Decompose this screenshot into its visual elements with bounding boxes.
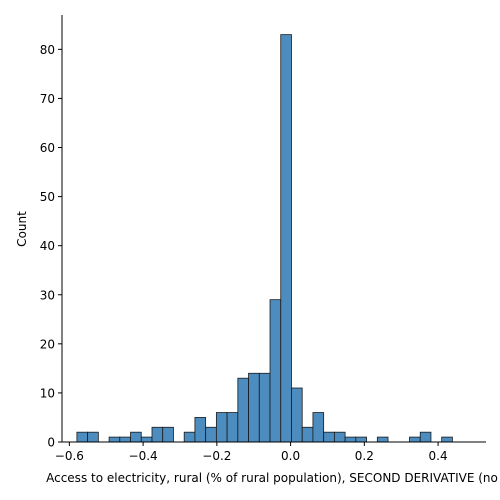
x-tick-label: 0.4 — [429, 449, 448, 463]
histogram-bar — [108, 436, 121, 443]
histogram-bar — [215, 412, 228, 443]
histogram-bar — [355, 436, 367, 443]
y-axis-label: Count — [15, 211, 29, 247]
x-tick-label: −0.4 — [129, 449, 158, 463]
histogram-bar — [333, 431, 346, 443]
histogram-bar — [258, 372, 271, 443]
histogram-bar — [194, 417, 207, 443]
histogram-bar — [226, 412, 239, 443]
histogram-bar — [237, 377, 249, 443]
y-tick-label: 0 — [47, 436, 55, 450]
y-axis-ticks: 0 10 20 30 40 50 60 70 80 — [40, 43, 62, 450]
y-tick-label: 30 — [40, 288, 55, 302]
histogram-bar — [419, 431, 432, 443]
histogram-bar — [119, 436, 131, 443]
x-axis-ticks: −0.6 −0.4 −0.2 0.0 0.2 0.4 — [55, 442, 448, 463]
y-tick-label: 20 — [40, 337, 55, 351]
x-tick-label: 0.0 — [281, 449, 300, 463]
histogram-bar — [441, 436, 453, 443]
histogram-bar — [183, 431, 196, 443]
y-tick-label: 50 — [40, 190, 55, 204]
x-axis-label: Access to electricity, rural (% of rural… — [46, 471, 498, 485]
histogram-bar — [312, 412, 325, 443]
histogram-bar — [280, 34, 292, 443]
y-tick-label: 60 — [40, 141, 55, 155]
histogram-bars — [76, 34, 453, 443]
histogram-bar — [130, 431, 142, 443]
histogram-bar — [301, 426, 314, 443]
histogram-bar — [323, 431, 335, 443]
y-tick-label: 40 — [40, 239, 55, 253]
x-tick-label: 0.2 — [355, 449, 374, 463]
histogram-bar — [409, 436, 421, 443]
y-tick-label: 70 — [40, 92, 55, 106]
histogram-bar — [344, 436, 357, 443]
histogram-bar — [140, 436, 153, 443]
histogram-bar — [205, 426, 217, 443]
y-tick-label: 10 — [40, 386, 55, 400]
histogram-bar — [291, 387, 303, 443]
histogram-bar — [269, 299, 282, 443]
x-tick-label: −0.2 — [202, 449, 231, 463]
x-tick-label: −0.6 — [55, 449, 84, 463]
histogram-bar — [376, 436, 389, 443]
histogram-bar — [248, 372, 260, 443]
histogram-bar — [87, 431, 99, 443]
y-tick-label: 80 — [40, 43, 55, 57]
histogram-bar — [162, 426, 174, 443]
histogram-bar — [76, 431, 89, 443]
histogram-bar — [151, 426, 164, 443]
